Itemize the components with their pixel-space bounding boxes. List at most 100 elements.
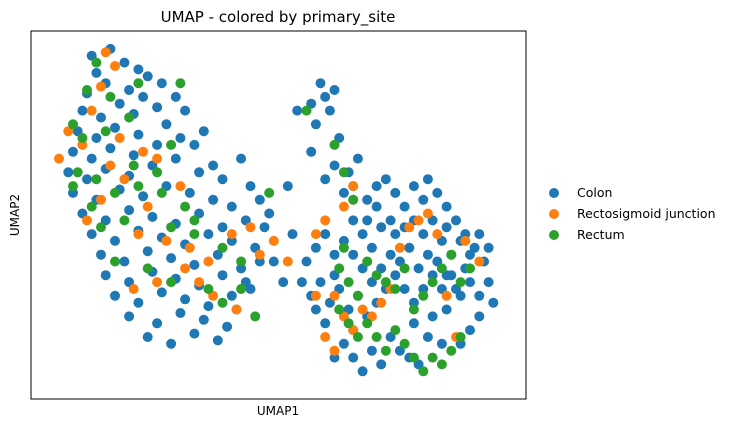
point-colon-151 xyxy=(376,222,387,233)
point-rectum-10 xyxy=(91,174,102,185)
point-rectum-30 xyxy=(203,284,214,294)
point-rectosigmoid-junction-10 xyxy=(152,153,163,164)
point-colon-85 xyxy=(180,294,191,305)
chart-title: UMAP - colored by primary_site xyxy=(161,8,396,27)
point-colon-15 xyxy=(152,102,163,113)
point-colon-67 xyxy=(259,222,270,233)
point-colon-194 xyxy=(376,359,387,370)
point-colon-204 xyxy=(362,215,373,226)
point-colon-114 xyxy=(320,174,331,185)
point-rectum-65 xyxy=(427,352,438,363)
point-colon-129 xyxy=(441,201,452,212)
point-rectosigmoid-junction-37 xyxy=(320,332,331,342)
point-colon-108 xyxy=(315,78,326,89)
point-colon-104 xyxy=(278,277,289,288)
point-rectum-22 xyxy=(119,215,130,226)
point-colon-26 xyxy=(105,143,116,154)
point-colon-12 xyxy=(77,105,88,116)
point-rectum-5 xyxy=(68,119,78,130)
point-colon-158 xyxy=(310,242,321,253)
point-rectum-26 xyxy=(236,256,247,267)
x-axis-label: UMAP1 xyxy=(257,404,299,418)
point-rectum-41 xyxy=(343,277,354,288)
point-rectosigmoid-junction-45 xyxy=(422,208,433,219)
point-rectum-42 xyxy=(352,290,363,301)
point-rectosigmoid-junction-33 xyxy=(329,290,340,301)
point-colon-186 xyxy=(422,249,433,260)
legend-marker-rectosigmoid-junction xyxy=(549,209,559,219)
point-colon-75 xyxy=(100,270,111,281)
point-colon-113 xyxy=(306,146,317,157)
point-rectum-19 xyxy=(180,201,191,212)
point-rectum-58 xyxy=(362,318,373,329)
point-rectosigmoid-junction-27 xyxy=(268,235,279,246)
point-colon-128 xyxy=(432,187,443,198)
point-colon-105 xyxy=(292,105,303,116)
point-rectum-34 xyxy=(264,187,275,198)
point-rectosigmoid-junction-51 xyxy=(310,290,321,301)
y-axis-label: UMAP2 xyxy=(8,194,22,236)
point-rectum-51 xyxy=(436,263,447,274)
point-rectum-3 xyxy=(133,78,144,89)
point-rectum-11 xyxy=(128,160,139,171)
point-rectum-45 xyxy=(380,277,391,288)
point-rectum-68 xyxy=(455,332,466,342)
point-colon-74 xyxy=(236,263,247,274)
point-rectum-12 xyxy=(152,167,163,178)
point-rectum-18 xyxy=(156,187,167,198)
point-colon-174 xyxy=(427,270,438,281)
point-rectosigmoid-junction-52 xyxy=(338,201,349,212)
point-rectum-8 xyxy=(124,112,135,123)
point-colon-23 xyxy=(189,139,200,150)
point-colon-9 xyxy=(114,98,125,109)
point-colon-20 xyxy=(133,129,144,140)
point-colon-56 xyxy=(217,222,228,233)
point-rectum-40 xyxy=(334,263,345,274)
point-colon-212 xyxy=(465,249,475,260)
point-rectum-57 xyxy=(352,332,363,342)
point-colon-92 xyxy=(222,321,233,332)
point-colon-68 xyxy=(96,249,106,260)
point-colon-22 xyxy=(180,105,191,116)
point-rectosigmoid-junction-36 xyxy=(357,304,368,315)
point-rectosigmoid-junction-43 xyxy=(404,222,415,233)
point-colon-137 xyxy=(465,325,475,336)
point-colon-80 xyxy=(217,270,228,281)
point-rectum-28 xyxy=(142,263,153,274)
point-colon-156 xyxy=(329,249,340,260)
point-rectum-1 xyxy=(82,85,92,95)
point-rectosigmoid-junction-42 xyxy=(394,242,405,253)
point-colon-210 xyxy=(441,222,452,233)
point-rectosigmoid-junction-30 xyxy=(152,277,163,288)
point-rectosigmoid-junction-47 xyxy=(441,290,452,301)
point-rectosigmoid-junction-8 xyxy=(54,153,64,164)
point-colon-134 xyxy=(483,277,494,288)
point-colon-152 xyxy=(366,242,377,253)
point-colon-122 xyxy=(380,174,391,185)
point-rectosigmoid-junction-21 xyxy=(245,222,256,233)
point-colon-37 xyxy=(170,153,181,164)
point-colon-7 xyxy=(142,71,153,82)
point-colon-91 xyxy=(198,314,209,325)
point-colon-44 xyxy=(138,191,149,202)
point-colon-87 xyxy=(226,290,237,301)
point-rectum-61 xyxy=(390,325,401,336)
point-colon-72 xyxy=(189,259,200,270)
point-rectum-0 xyxy=(91,57,102,68)
point-rectosigmoid-junction-2 xyxy=(96,81,106,92)
point-colon-139 xyxy=(436,338,447,349)
point-rectosigmoid-junction-18 xyxy=(184,242,195,253)
point-rectum-59 xyxy=(371,332,382,342)
point-colon-4 xyxy=(133,64,144,75)
point-rectum-67 xyxy=(446,345,457,356)
point-rectum-9 xyxy=(72,167,83,178)
point-rectum-15 xyxy=(86,201,97,212)
point-colon-185 xyxy=(413,263,424,274)
point-colon-136 xyxy=(474,311,485,322)
point-rectum-7 xyxy=(100,126,111,137)
point-rectosigmoid-junction-19 xyxy=(203,256,214,267)
point-colon-120 xyxy=(362,194,373,205)
legend-label-colon: Colon xyxy=(577,185,612,200)
point-rectosigmoid-junction-50 xyxy=(474,256,485,267)
